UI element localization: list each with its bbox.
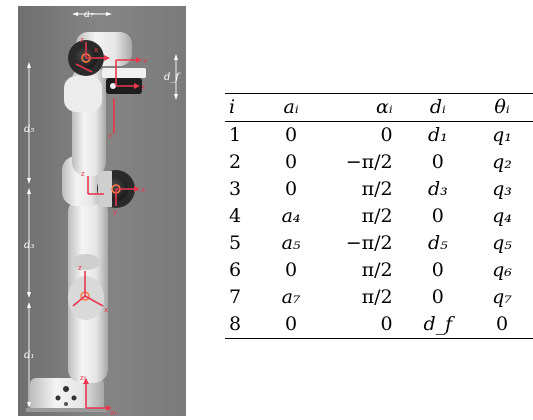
cell-alpha: 0 xyxy=(320,311,404,339)
frame-label-z-shoulder: z xyxy=(81,170,85,178)
dim-label-d5: d₅ xyxy=(24,124,34,135)
table-row: 7 a₇ π/2 0 q₇ xyxy=(225,284,533,311)
frame-label-y-shoulder: y xyxy=(113,208,117,216)
cell-theta: q₂ xyxy=(471,149,533,176)
frame-label-x-wrist: x xyxy=(94,46,98,54)
cell-i: 5 xyxy=(225,230,262,257)
cell-alpha: π/2 xyxy=(320,203,404,230)
table-header-row: i aᵢ αᵢ dᵢ θᵢ xyxy=(225,94,533,122)
cell-d: 0 xyxy=(405,257,471,284)
cell-d: d₃ xyxy=(405,176,471,203)
table-row: 6 0 π/2 0 q₆ xyxy=(225,257,533,284)
frame-label-x-shoulder: x xyxy=(141,186,145,194)
cell-alpha: 0 xyxy=(320,122,404,150)
cell-alpha: π/2 xyxy=(320,176,404,203)
cell-a: 0 xyxy=(262,122,320,150)
table-row: 8 0 0 d_f 0 xyxy=(225,311,533,339)
frame-label-x0: x₀ xyxy=(110,409,117,416)
robot-base xyxy=(26,378,108,412)
table-row: 4 a₄ π/2 0 q₄ xyxy=(225,203,533,230)
dh-parameter-table: i aᵢ αᵢ dᵢ θᵢ 1 0 0 d₁ q₁ 2 0 −π/2 0 q₂ xyxy=(225,93,533,339)
cell-theta: q₄ xyxy=(471,203,533,230)
cell-theta: q₁ xyxy=(471,122,533,150)
cell-d: 0 xyxy=(405,284,471,311)
frame-label-x-ee: x xyxy=(141,83,145,91)
cell-a: a₅ xyxy=(262,230,320,257)
cell-i: 3 xyxy=(225,176,262,203)
robot-image: z₀ x₀ z x z x y z x x x z xyxy=(18,6,186,416)
cell-a: 0 xyxy=(262,311,320,339)
table-row: 2 0 −π/2 0 q₂ xyxy=(225,149,533,176)
header-i: i xyxy=(225,94,262,122)
cell-i: 7 xyxy=(225,284,262,311)
header-theta: θᵢ xyxy=(471,94,533,122)
dim-label-d1: d₁ xyxy=(24,350,34,361)
cell-d: d₁ xyxy=(405,122,471,150)
dim-label-d3: d₃ xyxy=(24,240,34,251)
cell-a: 0 xyxy=(262,149,320,176)
header-alpha: αᵢ xyxy=(320,94,404,122)
cell-i: 4 xyxy=(225,203,262,230)
cell-d: 0 xyxy=(405,203,471,230)
frame-label-z-wrist: z xyxy=(80,36,84,44)
cell-d: 0 xyxy=(405,149,471,176)
frame-label-z0: z₀ xyxy=(80,374,87,382)
cell-i: 8 xyxy=(225,311,262,339)
cell-a: a₇ xyxy=(262,284,320,311)
cell-theta: q₃ xyxy=(471,176,533,203)
cell-i: 6 xyxy=(225,257,262,284)
cell-theta: q₆ xyxy=(471,257,533,284)
table-row: 3 0 π/2 d₃ q₃ xyxy=(225,176,533,203)
cell-alpha: π/2 xyxy=(320,284,404,311)
dim-label-df: d_f xyxy=(164,72,181,83)
frame-label-x-lower: x xyxy=(104,306,108,314)
table-row: 1 0 0 d₁ q₁ xyxy=(225,122,533,150)
cell-a: a₄ xyxy=(262,203,320,230)
robot-link-1 xyxy=(68,198,108,383)
cell-a: 0 xyxy=(262,257,320,284)
cell-a: 0 xyxy=(262,176,320,203)
cell-i: 1 xyxy=(225,122,262,150)
cell-alpha: −π/2 xyxy=(320,230,404,257)
cell-i: 2 xyxy=(225,149,262,176)
cell-d: d_f xyxy=(405,311,471,339)
cell-theta: q₅ xyxy=(471,230,533,257)
cell-alpha: −π/2 xyxy=(320,149,404,176)
cell-alpha: π/2 xyxy=(320,257,404,284)
frame-label-x-flange: x xyxy=(143,57,147,65)
frame-label-z-ee: z xyxy=(108,132,112,140)
header-d: dᵢ xyxy=(405,94,471,122)
header-a: aᵢ xyxy=(262,94,320,122)
table-row: 5 a₅ −π/2 d₅ q₅ xyxy=(225,230,533,257)
cell-d: d₅ xyxy=(405,230,471,257)
frame-label-z-lower: z xyxy=(78,264,82,272)
table-body: 1 0 0 d₁ q₁ 2 0 −π/2 0 q₂ 3 0 π/2 d₃ q₃ xyxy=(225,122,533,339)
cell-theta: 0 xyxy=(471,311,533,339)
cell-theta: q₇ xyxy=(471,284,533,311)
dim-label-a7: a₇ xyxy=(84,9,94,20)
